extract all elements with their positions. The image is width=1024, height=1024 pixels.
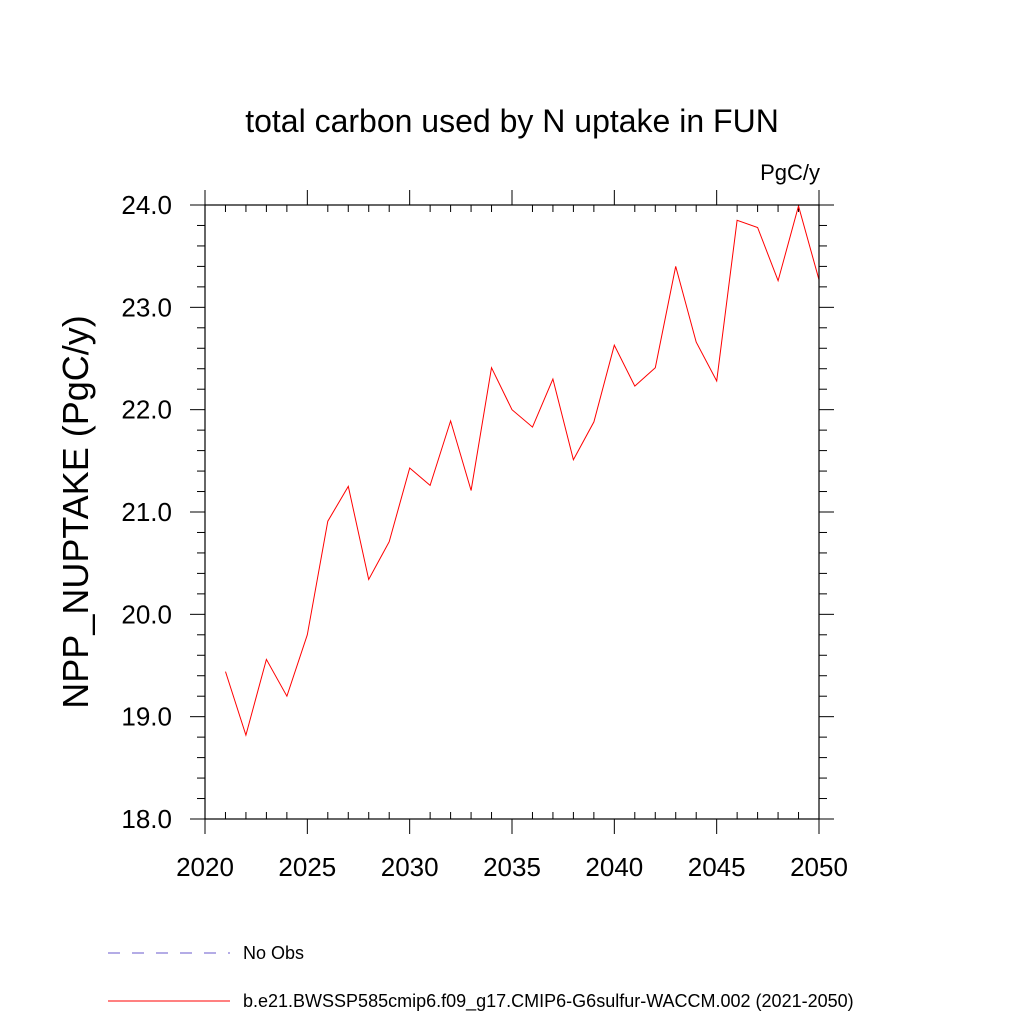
x-tick-label: 2030 [381,852,439,882]
legend-label-no-obs: No Obs [243,943,304,963]
x-tick-label: 2045 [688,852,746,882]
series-lines [225,204,820,737]
x-tick-label: 2050 [790,852,848,882]
legend: No Obs b.e21.BWSSP585cmip6.f09_g17.CMIP6… [108,943,854,1012]
y-tick-label: 24.0 [121,190,172,220]
major-ticks [190,190,834,834]
y-tick-label: 23.0 [121,292,172,322]
y-tick-labels: 18.0 19.0 20.0 21.0 22.0 23.0 24.0 [121,190,172,834]
legend-label-model: b.e21.BWSSP585cmip6.f09_g17.CMIP6-G6sulf… [243,991,854,1012]
y-tick-label: 21.0 [121,497,172,527]
minor-ticks [197,205,827,819]
series-line [225,204,820,737]
x-tick-label: 2035 [483,852,541,882]
x-tick-label: 2020 [176,852,234,882]
y-tick-label: 19.0 [121,702,172,732]
y-axis-label: NPP_NUPTAKE (PgC/y) [55,315,96,708]
y-tick-label: 18.0 [121,804,172,834]
chart-title: total carbon used by N uptake in FUN [245,103,779,139]
x-tick-label: 2040 [585,852,643,882]
x-tick-labels: 2020 2025 2030 2035 2040 2045 2050 [176,852,848,882]
y-tick-label: 20.0 [121,599,172,629]
units-label: PgC/y [760,160,820,185]
plot-frame [204,204,820,820]
x-tick-label: 2025 [278,852,336,882]
y-tick-label: 22.0 [121,395,172,425]
